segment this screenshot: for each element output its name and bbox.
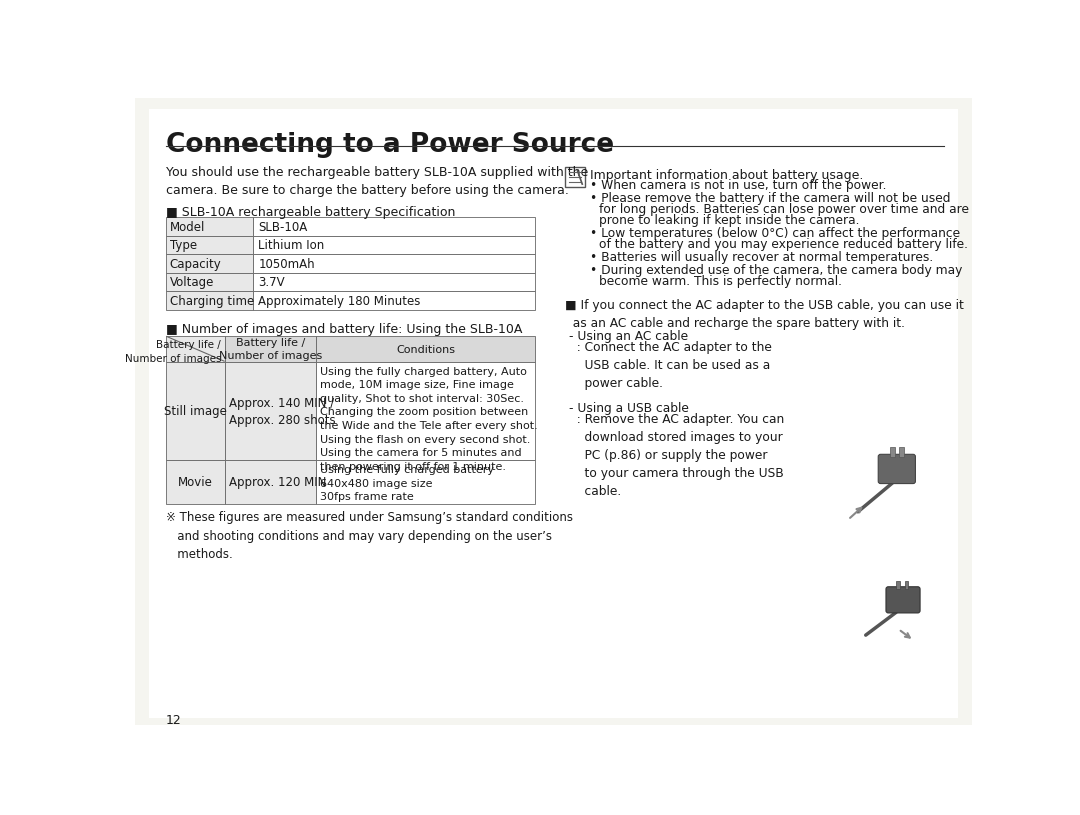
Bar xyxy=(253,217,535,236)
FancyBboxPatch shape xyxy=(886,587,920,613)
Text: Important information about battery usage.: Important information about battery usag… xyxy=(590,170,863,183)
Text: 1050mAh: 1050mAh xyxy=(258,258,315,271)
Text: become warm. This is perfectly normal.: become warm. This is perfectly normal. xyxy=(599,275,842,288)
Text: Capacity: Capacity xyxy=(170,258,221,271)
Text: ■ If you connect the AC adapter to the USB cable, you can use it
  as an AC cabl: ■ If you connect the AC adapter to the U… xyxy=(565,299,964,330)
Text: Using the fully charged battery
640x480 image size
30fps frame rate: Using the fully charged battery 640x480 … xyxy=(321,465,495,502)
Text: SLB-10A: SLB-10A xyxy=(258,221,308,234)
Bar xyxy=(890,447,894,456)
Text: Conditions: Conditions xyxy=(396,345,455,355)
Bar xyxy=(253,236,535,254)
Text: - Using an AC cable: - Using an AC cable xyxy=(569,330,688,343)
Text: Still image: Still image xyxy=(164,405,227,418)
Bar xyxy=(166,460,225,504)
Text: You should use the rechargeable battery SLB-10A supplied with the
camera. Be sur: You should use the rechargeable battery … xyxy=(166,165,589,197)
Text: ■ Number of images and battery life: Using the SLB-10A: ■ Number of images and battery life: Usi… xyxy=(166,324,523,337)
Bar xyxy=(166,236,253,254)
Bar xyxy=(166,362,225,460)
Text: Connecting to a Power Source: Connecting to a Power Source xyxy=(166,133,615,158)
Bar xyxy=(225,362,316,460)
Text: Approx. 140 MIN /
Approx. 280 shots: Approx. 140 MIN / Approx. 280 shots xyxy=(229,397,336,427)
Bar xyxy=(225,336,316,362)
Text: : Connect the AC adapter to the
    USB cable. It can be used as a
    power cab: : Connect the AC adapter to the USB cabl… xyxy=(569,341,772,390)
Text: prone to leaking if kept inside the camera.: prone to leaking if kept inside the came… xyxy=(599,214,860,227)
Bar xyxy=(896,581,900,589)
Text: ※ These figures are measured under Samsung’s standard conditions
   and shooting: ※ These figures are measured under Samsu… xyxy=(166,511,573,562)
Bar xyxy=(316,460,535,504)
Text: - Using a USB cable: - Using a USB cable xyxy=(569,403,689,416)
Text: ■ SLB-10A rechargeable battery Specification: ■ SLB-10A rechargeable battery Specifica… xyxy=(166,205,456,218)
Bar xyxy=(166,291,253,310)
Text: • Batteries will usually recover at normal temperatures.: • Batteries will usually recover at norm… xyxy=(590,251,933,264)
Bar xyxy=(166,272,253,291)
Text: • Please remove the battery if the camera will not be used: • Please remove the battery if the camer… xyxy=(590,192,950,205)
Text: 12: 12 xyxy=(166,714,181,727)
Text: • During extended use of the camera, the camera body may: • During extended use of the camera, the… xyxy=(590,264,962,277)
Bar xyxy=(253,254,535,272)
Text: • When camera is not in use, turn off the power.: • When camera is not in use, turn off th… xyxy=(590,179,887,192)
Text: • Low temperatures (below 0°C) can affect the performance: • Low temperatures (below 0°C) can affec… xyxy=(590,227,960,240)
Text: of the battery and you may experience reduced battery life.: of the battery and you may experience re… xyxy=(599,238,969,251)
Text: Model: Model xyxy=(170,221,205,234)
Bar xyxy=(316,336,535,362)
FancyBboxPatch shape xyxy=(878,454,916,483)
Text: Voltage: Voltage xyxy=(170,276,214,289)
Text: Using the fully charged battery, Auto
mode, 10M image size, Fine image
quality, : Using the fully charged battery, Auto mo… xyxy=(321,367,538,472)
Bar xyxy=(316,362,535,460)
Text: Lithium Ion: Lithium Ion xyxy=(258,239,324,252)
Text: Approximately 180 Minutes: Approximately 180 Minutes xyxy=(258,294,420,307)
Text: Battery life /
Number of images: Battery life / Number of images xyxy=(124,341,221,363)
Text: 3.7V: 3.7V xyxy=(258,276,285,289)
Text: Battery life /
Number of images: Battery life / Number of images xyxy=(219,338,322,361)
Text: Type: Type xyxy=(170,239,197,252)
Bar xyxy=(225,460,316,504)
Bar xyxy=(905,581,908,589)
Text: Movie: Movie xyxy=(178,476,213,489)
Bar xyxy=(253,272,535,291)
Bar xyxy=(253,291,535,310)
Text: Approx. 120 MIN: Approx. 120 MIN xyxy=(229,476,326,489)
Text: Charging time: Charging time xyxy=(170,294,254,307)
Bar xyxy=(166,336,225,362)
Text: : Remove the AC adapter. You can
    download stored images to your
    PC (p.86: : Remove the AC adapter. You can downloa… xyxy=(569,413,784,498)
Bar xyxy=(565,167,585,187)
Bar xyxy=(166,217,253,236)
Bar xyxy=(166,254,253,272)
Bar xyxy=(900,447,904,456)
Text: for long periods. Batteries can lose power over time and are: for long periods. Batteries can lose pow… xyxy=(599,203,969,216)
